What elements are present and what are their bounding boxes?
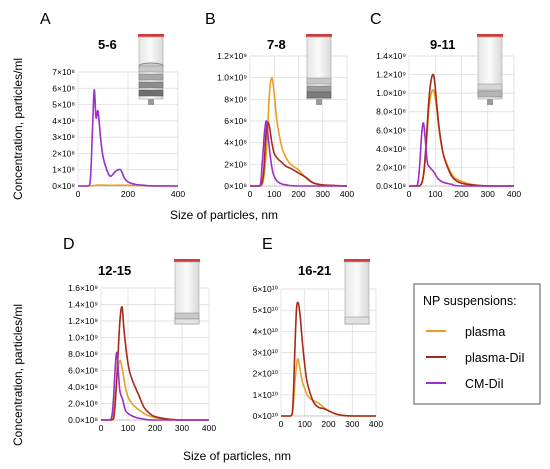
panel-b-x-tick-label: 0 (248, 189, 253, 199)
panel-a-y-tick-label: 2×10⁸ (52, 148, 75, 158)
panel-e-x-tick-label: 200 (321, 419, 335, 429)
panel-d-series-plasma-dii (100, 305, 209, 421)
panel-e-chart: 0×10¹⁰ 1×10¹⁰ 2×10¹⁰ 3×10¹⁰ 4×10¹⁰ 5×10¹⁰ 6×10… (253, 284, 384, 429)
panel-a-letter: A (40, 11, 51, 28)
panel-c-title: 9-11 (430, 37, 455, 52)
panel-d-y-tick-label: 4.0×10⁸ (68, 382, 98, 392)
panel-d-letter: D (63, 236, 75, 253)
panel-a-title: 5-6 (98, 37, 117, 52)
panel-e-x-tick-label: 0 (279, 419, 284, 429)
panel-a-x-tick-label: 0 (76, 189, 81, 199)
panel-e-title: 16-21 (298, 263, 331, 278)
tube-icon-c (477, 34, 503, 105)
panel-c-x-tick-label: 300 (481, 189, 495, 199)
panel-a-y-tick-label: 4×10⁸ (52, 116, 75, 126)
panel-e-y-tick-label: 6×10¹⁰ (253, 284, 279, 294)
panel-c-y-tick-label: 1.2×10⁹ (376, 70, 406, 80)
panel-c-y-tick-label: 6.0×10⁸ (376, 125, 406, 135)
panel-e-letter: E (262, 236, 273, 253)
tube-icon-b (306, 34, 332, 105)
panel-c-y-tick-label: 4.0×10⁸ (376, 144, 406, 154)
panel-b-letter: B (205, 11, 216, 28)
panel-d-y-tick-label: 2.0×10⁸ (68, 399, 98, 409)
panel-b-title: 7-8 (267, 37, 286, 52)
panel-b-y-tick-label: 4×10⁸ (224, 138, 247, 148)
tube-icon-e (344, 259, 370, 325)
panel-c-y-tick-label: 1.0×10⁹ (376, 88, 406, 98)
panel-b-y-tick-label: 0×10⁸ (224, 181, 247, 191)
panel-c-x-tick-label: 200 (454, 189, 468, 199)
panel-c-y-tick-label: 1.4×10⁹ (376, 51, 406, 61)
panel-c-x-tick-label: 400 (507, 189, 521, 199)
panel-d-x-tick-label: 300 (175, 423, 189, 433)
panel-a-y-tick-label: 6×10⁸ (52, 83, 75, 93)
panel-c-x-tick-label: 100 (428, 189, 442, 199)
panel-d-y-tick-label: 1.6×10⁹ (68, 283, 98, 293)
panel-e-series-plasma-dii (280, 301, 376, 417)
panel-b-y-tick-label: 1.2×10⁹ (217, 51, 247, 61)
panel-a-chart: 0×10⁸ 1×10⁸ 2×10⁸ 3×10⁸ 4×10⁸ 5×10⁸ 6×10⁸ 7×10⁸… (52, 67, 185, 199)
panel-c-y-tick-label: 0.0×10⁸ (376, 181, 406, 191)
panel-c-letter: C (370, 11, 382, 28)
panel-d-x-tick-label: 100 (121, 423, 135, 433)
panel-d-x-tick-label: 400 (202, 423, 216, 433)
panel-e-y-tick-label: 1×10¹⁰ (253, 390, 279, 400)
panel-e-x-tick-label: 400 (369, 419, 383, 429)
panel-e-y-tick-label: 2×10¹⁰ (253, 369, 279, 379)
legend: NP suspensions: plasma plasma-DiI CM-DiI (413, 283, 541, 405)
panel-c-series-cm-dii (409, 122, 514, 187)
panel-c-y-tick-label: 2.0×10⁸ (376, 162, 406, 172)
legend-label-plasma-dii: plasma-DiI (465, 351, 525, 365)
panel-c-x-tick-label: 0 (407, 189, 412, 199)
panel-d-title: 12-15 (98, 263, 131, 278)
panel-e-x-tick-label: 100 (298, 419, 312, 429)
panel-b-y-tick-label: 8×10⁸ (224, 94, 247, 104)
panel-d-x-tick-label: 200 (148, 423, 162, 433)
panel-b-x-tick-label: 400 (340, 189, 354, 199)
panel-d-y-tick-label: 8.0×10⁸ (68, 349, 98, 359)
panel-e-y-tick-label: 5×10¹⁰ (253, 305, 279, 315)
legend-title: NP suspensions: (423, 294, 517, 308)
panel-b-series-plasma-dii (250, 121, 348, 187)
tube-icon-d (174, 259, 200, 325)
panel-b-x-tick-label: 100 (267, 189, 281, 199)
legend-label-cm-dii: CM-DiI (465, 377, 504, 391)
panel-b-y-tick-label: 2×10⁸ (224, 159, 247, 169)
panel-e-x-tick-label: 300 (345, 419, 359, 429)
panel-a-y-tick-label: 1×10⁸ (52, 165, 75, 175)
y-axis-label-top: Concentration, particles/ml (11, 58, 25, 200)
panel-b-series-cm-dii (250, 120, 347, 187)
panel-c-series-plasma-dii (409, 73, 514, 187)
panel-a-y-tick-label: 3×10⁸ (52, 132, 75, 142)
tube-icon-a (138, 34, 164, 105)
panel-a-series-cm-dii (78, 89, 178, 187)
panel-b-chart: 0×10⁸ 2×10⁸ 4×10⁸ 6×10⁸ 8×10⁸ 1.0×10⁹ 1.2×10⁹ 0… (217, 51, 354, 199)
x-axis-label-bottom: Size of particles, nm (183, 449, 291, 463)
panel-b-y-tick-label: 1.0×10⁹ (217, 73, 247, 83)
panel-e-y-tick-label: 4×10¹⁰ (253, 326, 279, 336)
panel-d-y-tick-label: 1.0×10⁹ (68, 333, 98, 343)
panel-d-y-tick-label: 6.0×10⁸ (68, 366, 98, 376)
y-axis-label-bottom: Concentration, particles/ml (11, 304, 25, 446)
panel-d-x-tick-label: 0 (99, 423, 104, 433)
panel-e-y-tick-label: 3×10¹⁰ (253, 348, 279, 358)
panel-d-y-tick-label: 1.2×10⁹ (68, 316, 98, 326)
panel-b-y-tick-label: 6×10⁸ (224, 116, 247, 126)
panel-b-x-tick-label: 300 (316, 189, 330, 199)
panel-d-y-tick-label: 1.4×10⁹ (68, 300, 98, 310)
panel-a-y-tick-label: 7×10⁸ (52, 67, 75, 77)
panel-a-x-tick-label: 400 (171, 189, 185, 199)
legend-label-plasma: plasma (465, 325, 505, 339)
panel-a-y-tick-label: 0×10⁸ (52, 181, 75, 191)
panel-b-x-tick-label: 200 (291, 189, 305, 199)
panel-a-y-tick-label: 5×10⁸ (52, 100, 75, 110)
panel-d-series-cm-dii (100, 351, 209, 421)
panel-e-y-tick-label: 0×10¹⁰ (253, 411, 279, 421)
panel-a-x-tick-label: 200 (121, 189, 135, 199)
panel-c-y-tick-label: 8.0×10⁸ (376, 107, 406, 117)
panel-d-y-tick-label: 0.0×10⁸ (68, 415, 98, 425)
x-axis-label-top: Size of particles, nm (170, 208, 278, 222)
